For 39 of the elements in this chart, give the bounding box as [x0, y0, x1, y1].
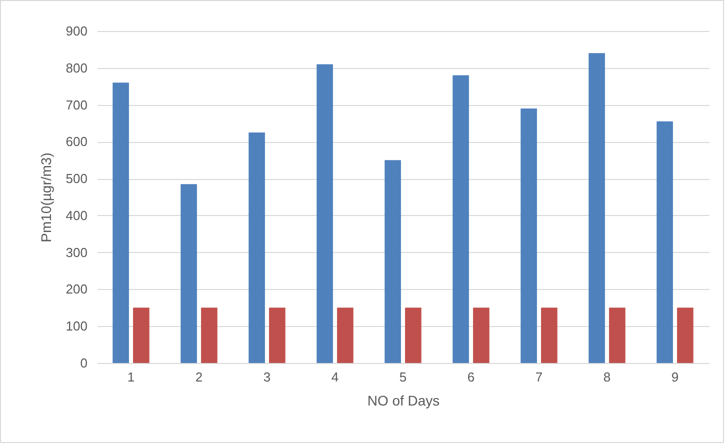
y-tick-label: 500 — [66, 171, 88, 186]
bar — [473, 308, 490, 363]
bar — [248, 132, 265, 363]
y-tick-label: 700 — [66, 97, 88, 112]
bar — [180, 184, 197, 363]
x-tick-label: 6 — [467, 370, 475, 384]
x-tick-label: 5 — [399, 370, 407, 384]
x-tick-label: 8 — [603, 370, 611, 384]
y-tick-label: 0 — [80, 356, 88, 370]
bar — [337, 308, 354, 363]
bar — [520, 108, 537, 363]
y-tick-label: 600 — [66, 134, 88, 150]
x-tick-label: 9 — [671, 370, 679, 384]
y-tick-label: 400 — [66, 208, 88, 223]
x-tick-label: 3 — [263, 370, 271, 384]
bar — [541, 308, 558, 363]
y-tick-label: 200 — [66, 282, 88, 297]
bar — [677, 308, 694, 363]
y-tick-label: 800 — [66, 60, 88, 76]
bar — [452, 75, 469, 363]
bar — [609, 308, 626, 363]
x-tick-label: 1 — [127, 370, 135, 384]
y-tick-label: 300 — [66, 244, 88, 260]
bar — [588, 53, 605, 363]
bar — [316, 64, 333, 363]
y-tick-label: 900 — [66, 24, 88, 38]
x-tick-label: 4 — [331, 370, 339, 384]
x-tick-label: 2 — [195, 370, 203, 384]
bar — [384, 160, 401, 363]
y-tick-label: 100 — [66, 318, 88, 334]
y-axis-title: Pm10(µgr/m3) — [38, 152, 54, 242]
bar — [112, 82, 129, 363]
bar — [656, 121, 673, 363]
x-axis-title: NO of Days — [367, 392, 440, 408]
x-tick-label: 7 — [535, 370, 543, 384]
bar — [405, 308, 422, 363]
bar — [269, 308, 286, 363]
bar — [133, 308, 150, 363]
bar — [201, 308, 218, 363]
